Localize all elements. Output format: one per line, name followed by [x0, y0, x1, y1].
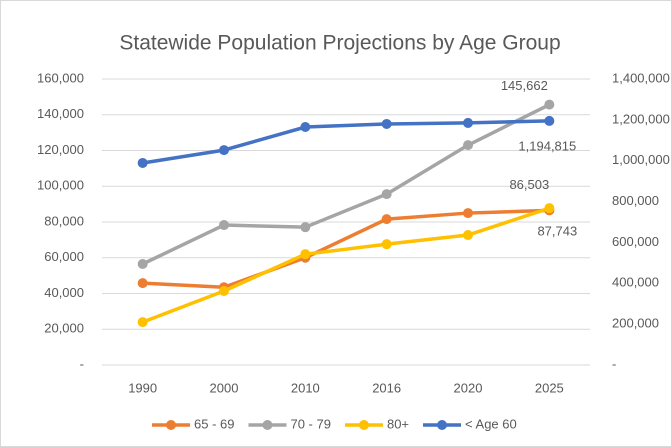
point	[381, 189, 392, 200]
point	[300, 122, 311, 133]
y-tick-label: 20,000	[44, 321, 84, 336]
y2-tick-label: 1,400,000	[612, 70, 670, 85]
data-label: 1,194,815	[518, 138, 576, 153]
y2-tick-label: 600,000	[612, 234, 659, 249]
point	[300, 249, 311, 260]
data-label: 87,743	[537, 224, 577, 239]
point	[463, 117, 473, 128]
point	[137, 259, 148, 270]
legend-label: 80+	[387, 416, 409, 431]
y-tick-label: 160,000	[37, 70, 84, 85]
y2-tick-label: 200,000	[612, 316, 659, 331]
point	[381, 214, 392, 225]
series-line	[142, 208, 550, 289]
point	[381, 239, 392, 250]
y2-tick-label: -	[612, 356, 616, 371]
y2-tick-label: 400,000	[612, 275, 659, 290]
x-tick-label: 1990	[128, 380, 157, 395]
x-tick-label: 2025	[535, 380, 564, 395]
y2-tick-label: 800,000	[612, 193, 659, 208]
y-tick-label: 40,000	[44, 285, 84, 300]
point	[544, 115, 555, 126]
point	[219, 285, 229, 296]
series-line	[142, 119, 550, 165]
y-tick-label: -	[80, 356, 84, 371]
point	[544, 99, 555, 110]
legend-label: < Age 60	[465, 416, 517, 431]
x-tick-label: 2020	[454, 380, 483, 395]
y-tick-label: 80,000	[44, 213, 84, 228]
point	[463, 140, 473, 151]
data-label: 145,662	[501, 78, 548, 93]
y-tick-label: 100,000	[37, 178, 84, 193]
y-tick-label: 140,000	[37, 106, 84, 121]
point	[137, 157, 148, 168]
y-tick-label: 60,000	[44, 249, 84, 264]
point	[463, 208, 473, 219]
legend-marker	[166, 420, 176, 430]
legend-label: 70 - 79	[290, 416, 330, 431]
data-label: 86,503	[509, 177, 549, 192]
x-tick-label: 2000	[210, 380, 239, 395]
y2-tick-label: 1,000,000	[612, 152, 670, 167]
x-tick-label: 2016	[372, 380, 401, 395]
point	[137, 317, 148, 328]
point	[219, 220, 229, 231]
point	[381, 118, 392, 129]
series-line	[141, 103, 551, 266]
point	[137, 278, 148, 289]
chart-title: Statewide Population Projections by Age …	[119, 32, 560, 55]
y-tick-label: 120,000	[37, 142, 84, 157]
x-tick-label: 2010	[291, 380, 320, 395]
y2-tick-label: 1,200,000	[612, 111, 670, 126]
legend-marker	[437, 420, 448, 430]
point	[544, 203, 555, 214]
series-line	[142, 206, 550, 324]
point	[463, 230, 473, 241]
legend-marker	[262, 420, 273, 430]
legend-marker	[358, 420, 369, 430]
point	[300, 222, 311, 233]
point	[219, 145, 229, 156]
legend-label: 65 - 69	[194, 416, 234, 431]
